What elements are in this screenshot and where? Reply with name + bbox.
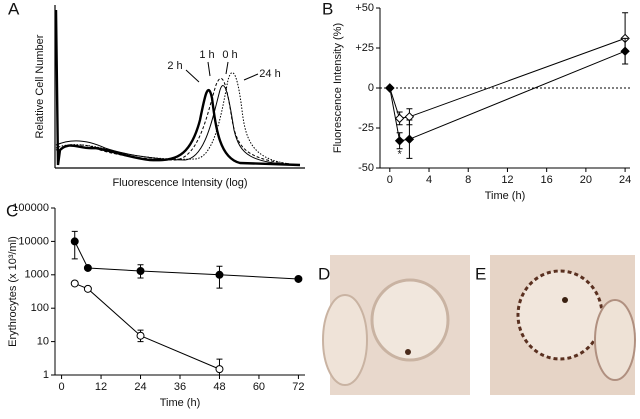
panel-label: A [8, 0, 20, 18]
annotation: 0 h [222, 49, 237, 61]
point [394, 136, 405, 146]
x-axis-label: Time (h) [160, 397, 201, 409]
y-tick-label: -50 [358, 162, 374, 174]
micrograph [322, 255, 636, 395]
point [404, 134, 415, 144]
y-tick-label: 100000 [12, 202, 49, 214]
crypt [322, 294, 368, 386]
panel-label: D [318, 264, 330, 283]
x-tick-label: 12 [95, 381, 107, 393]
stain [562, 297, 568, 303]
annotation: * [397, 149, 402, 161]
panel-a-plot [54, 5, 305, 169]
y-tick-label: 1 [43, 369, 49, 381]
x-tick-label: 8 [465, 174, 471, 186]
x-tick-label: 36 [174, 381, 186, 393]
series-line [389, 37, 626, 119]
point [215, 270, 224, 279]
panel-label: C [6, 201, 18, 220]
y-tick-label: 10000 [18, 235, 49, 247]
x-tick-label: 48 [213, 381, 225, 393]
x-tick-label: 16 [541, 174, 553, 186]
point [70, 237, 79, 246]
point [294, 274, 303, 283]
x-tick-label: 4 [426, 174, 432, 186]
point [83, 263, 92, 272]
x-tick-label: 12 [501, 174, 513, 186]
arrow [243, 73, 259, 81]
x-tick-label: 0 [387, 174, 393, 186]
series-line [74, 241, 299, 280]
y-tick-label: 1000 [25, 269, 49, 281]
arrow [185, 69, 200, 83]
y-axis-label: Relative Cell Number [34, 34, 46, 138]
y-tick-label: +50 [355, 2, 374, 14]
point [215, 365, 224, 374]
crypt [594, 299, 636, 381]
panel-label: E [475, 264, 486, 283]
y-tick-label: 100 [31, 302, 49, 314]
curve [55, 85, 301, 166]
x-tick-label: 24 [619, 174, 631, 186]
x-axis-label: Time (h) [485, 190, 526, 202]
y-tick-label: 10 [37, 336, 49, 348]
point [136, 266, 145, 275]
y-axis-label: Fluorescence Intensity (%) [332, 23, 344, 153]
annotation: 2 h [167, 60, 182, 72]
panel-label: B [322, 0, 333, 18]
series-line [74, 283, 220, 370]
point [70, 279, 79, 288]
x-tick-label: 60 [253, 381, 265, 393]
arrow [207, 61, 211, 77]
point [394, 113, 405, 124]
point [136, 331, 145, 340]
x-tick-label: 72 [292, 381, 304, 393]
arrow [225, 61, 229, 75]
annotation: 24 h [259, 68, 280, 80]
stain [405, 349, 411, 355]
x-tick-label: 20 [580, 174, 592, 186]
series-line [389, 50, 626, 142]
curve [55, 78, 301, 166]
point [385, 83, 395, 93]
crypt [370, 278, 450, 362]
point [83, 284, 92, 293]
y-tick-label: +25 [355, 42, 374, 54]
point [620, 46, 630, 56]
curve [54, 9, 301, 167]
x-axis-label: Fluorescence Intensity (log) [112, 177, 247, 189]
y-tick-label: -25 [358, 122, 374, 134]
crypt [516, 269, 604, 361]
y-axis-label: Erythrocytes (x 10³/ml) [7, 236, 19, 347]
annotation: 1 h [199, 49, 214, 61]
y-tick-label: 0 [368, 82, 374, 94]
x-tick-label: 0 [59, 381, 65, 393]
curve [55, 72, 301, 166]
x-tick-label: 24 [134, 381, 146, 393]
